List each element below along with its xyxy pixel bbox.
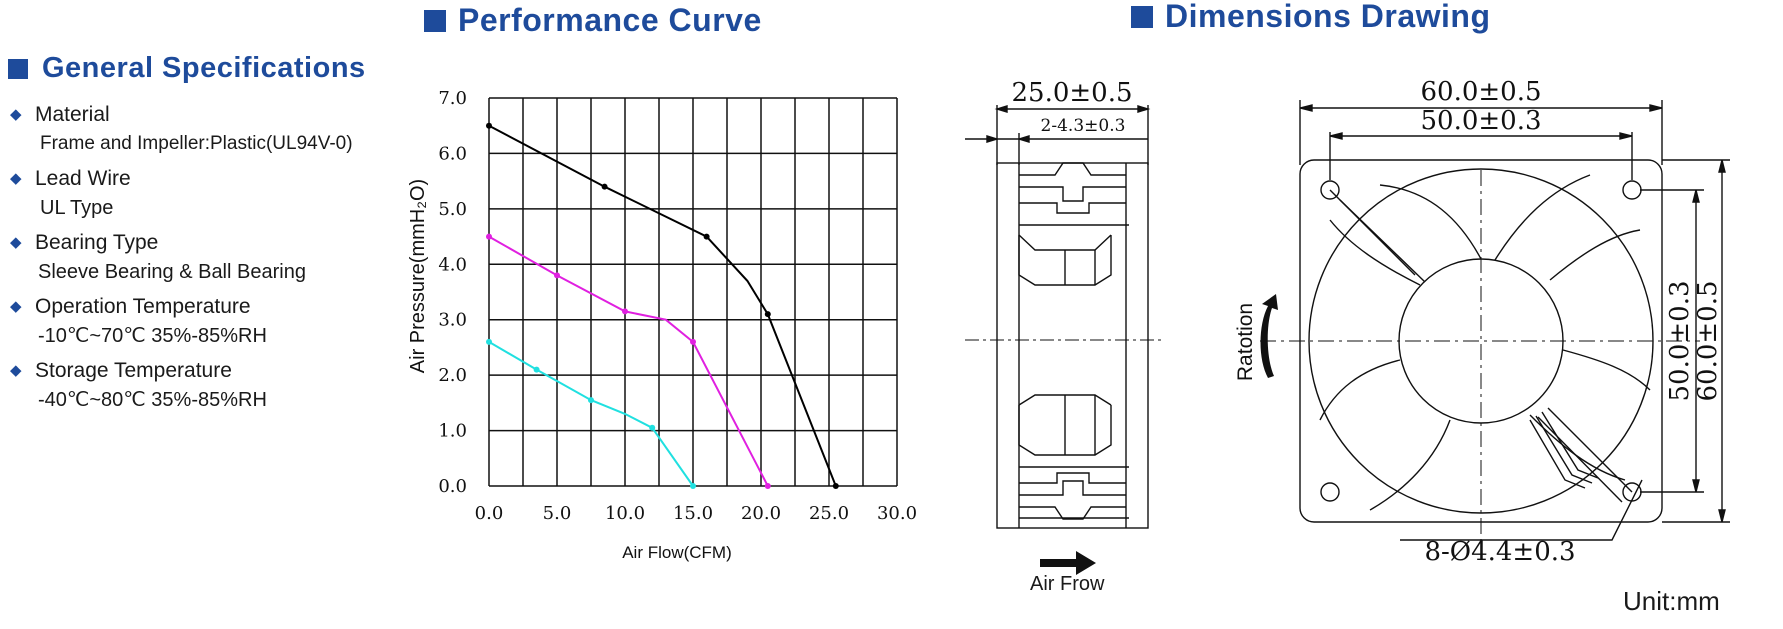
general-specifications-title-text: General Specifications [42,52,366,84]
front-height-dimension: 60.0±0.5 [1693,280,1723,401]
square-bullet-icon [8,58,28,79]
dimensions-drawing-title-text: Dimensions Drawing [1165,0,1491,34]
spec-label: Bearing Type [35,231,159,254]
side-width-dimension: 25.0±0.5 [1011,78,1132,108]
x-tick-label: 20.0 [741,503,781,524]
series-marker [622,308,628,315]
series-line [488,235,769,487]
spec-value: -40℃~80℃ 35%-85%RH [38,389,267,411]
x-tick-label: 0.0 [475,503,504,524]
diamond-bullet-icon: ◆ [10,362,22,379]
hole-height-dimension: 50.0±0.3 [1665,280,1695,401]
general-specifications-title: General Specifications [8,52,366,85]
y-tick-label: 7.0 [438,88,467,109]
spec-value: -10℃~70℃ 35%-85%RH [38,325,267,347]
square-bullet-icon [424,9,446,32]
diamond-bullet-icon: ◆ [10,106,22,123]
series-marker [554,272,560,279]
x-tick-label: 30.0 [877,503,917,524]
x-axis-label: Air Flow(CFM) [622,543,732,562]
hole-spacing-dimension: 50.0±0.3 [1420,106,1541,136]
diamond-bullet-icon: ◆ [10,170,22,187]
rotation-label: Ratotion [1234,303,1257,381]
spec-material: ◆ Material Frame and Impeller:Plastic(UL9… [10,100,390,158]
spec-value: Sleeve Bearing & Ball Bearing [38,261,306,283]
spec-label: Storage Temperature [35,359,232,382]
hole-spec-dimension: 8-Ø4.4±0.3 [1424,537,1575,567]
x-tick-label: 25.0 [809,503,849,524]
performance-curve-title-text: Performance Curve [458,2,762,38]
spec-value: UL Type [40,197,114,219]
spec-lead-wire: ◆ Lead Wire UL Type [10,164,390,222]
dimensions-drawing-title: Dimensions Drawing [1131,0,1491,35]
series-marker [764,483,771,489]
front-view-drawing: Ratotion 60.0±0.5 50.0±0.3 50.0±0.3 60.0… [1234,77,1730,567]
series-marker [690,338,696,345]
spec-operation-temperature: ◆ Operation Temperature -10℃~70℃ 35%-85%R… [10,292,390,350]
rotation-arrow-icon [1260,294,1278,378]
chart-grid [488,97,898,487]
specifications-list: ◆ Material Frame and Impeller:Plastic(UL9… [10,100,390,420]
spec-label: Operation Temperature [35,295,251,318]
chart-series [486,122,839,489]
series-line [488,124,837,487]
diamond-bullet-icon: ◆ [10,234,22,251]
y-tick-label: 3.0 [438,310,467,331]
series-marker [832,483,839,489]
chart-ticks: 0.0 5.0 10.0 15.0 20.0 25.0 30.0 0.0 1.0 2.0 3.0 4.… [438,88,917,524]
series-marker [533,366,540,373]
x-tick-label: 15.0 [673,503,713,524]
airflow-arrow-icon [1040,551,1096,575]
y-tick-label: 5.0 [438,199,467,220]
series-marker [486,122,492,129]
y-tick-label: 0.0 [438,476,467,497]
y-tick-label: 6.0 [438,143,467,164]
spec-label: Lead Wire [35,167,131,190]
diamond-bullet-icon: ◆ [10,298,22,315]
y-tick-label: 4.0 [438,254,467,275]
y-axis-label: Air Pressure(mmH₂O) [407,179,429,373]
series-marker [486,233,492,240]
series-line [488,341,694,487]
series-marker [703,233,710,240]
x-tick-label: 10.0 [605,503,645,524]
spec-bearing-type: ◆ Bearing Type Sleeve Bearing & Ball Bear… [10,228,390,286]
performance-curve-title: Performance Curve [424,2,762,39]
series-marker [764,311,771,318]
x-tick-label: 5.0 [543,503,572,524]
unit-label: Unit:mm [1623,586,1720,616]
series-marker [649,424,656,431]
spec-value: Frame and Impeller:Plastic(UL94V-0) [40,133,353,154]
series-marker [601,183,608,190]
spec-label: Material [35,103,110,126]
series-marker [486,338,492,345]
y-tick-label: 2.0 [438,365,467,386]
flange-dimension: 2-4.3±0.3 [1041,116,1126,136]
front-width-dimension: 60.0±0.5 [1420,77,1541,107]
series-marker [588,397,594,404]
square-bullet-icon [1131,5,1153,28]
y-tick-label: 1.0 [438,421,467,442]
side-view-drawing: 25.0±0.5 2-4.3±0.3 [965,78,1165,575]
airflow-label: Air Frow [1030,573,1105,595]
series-marker [690,483,696,489]
spec-storage-temperature: ◆ Storage Temperature -40℃~80℃ 35%-85%RH [10,356,390,414]
